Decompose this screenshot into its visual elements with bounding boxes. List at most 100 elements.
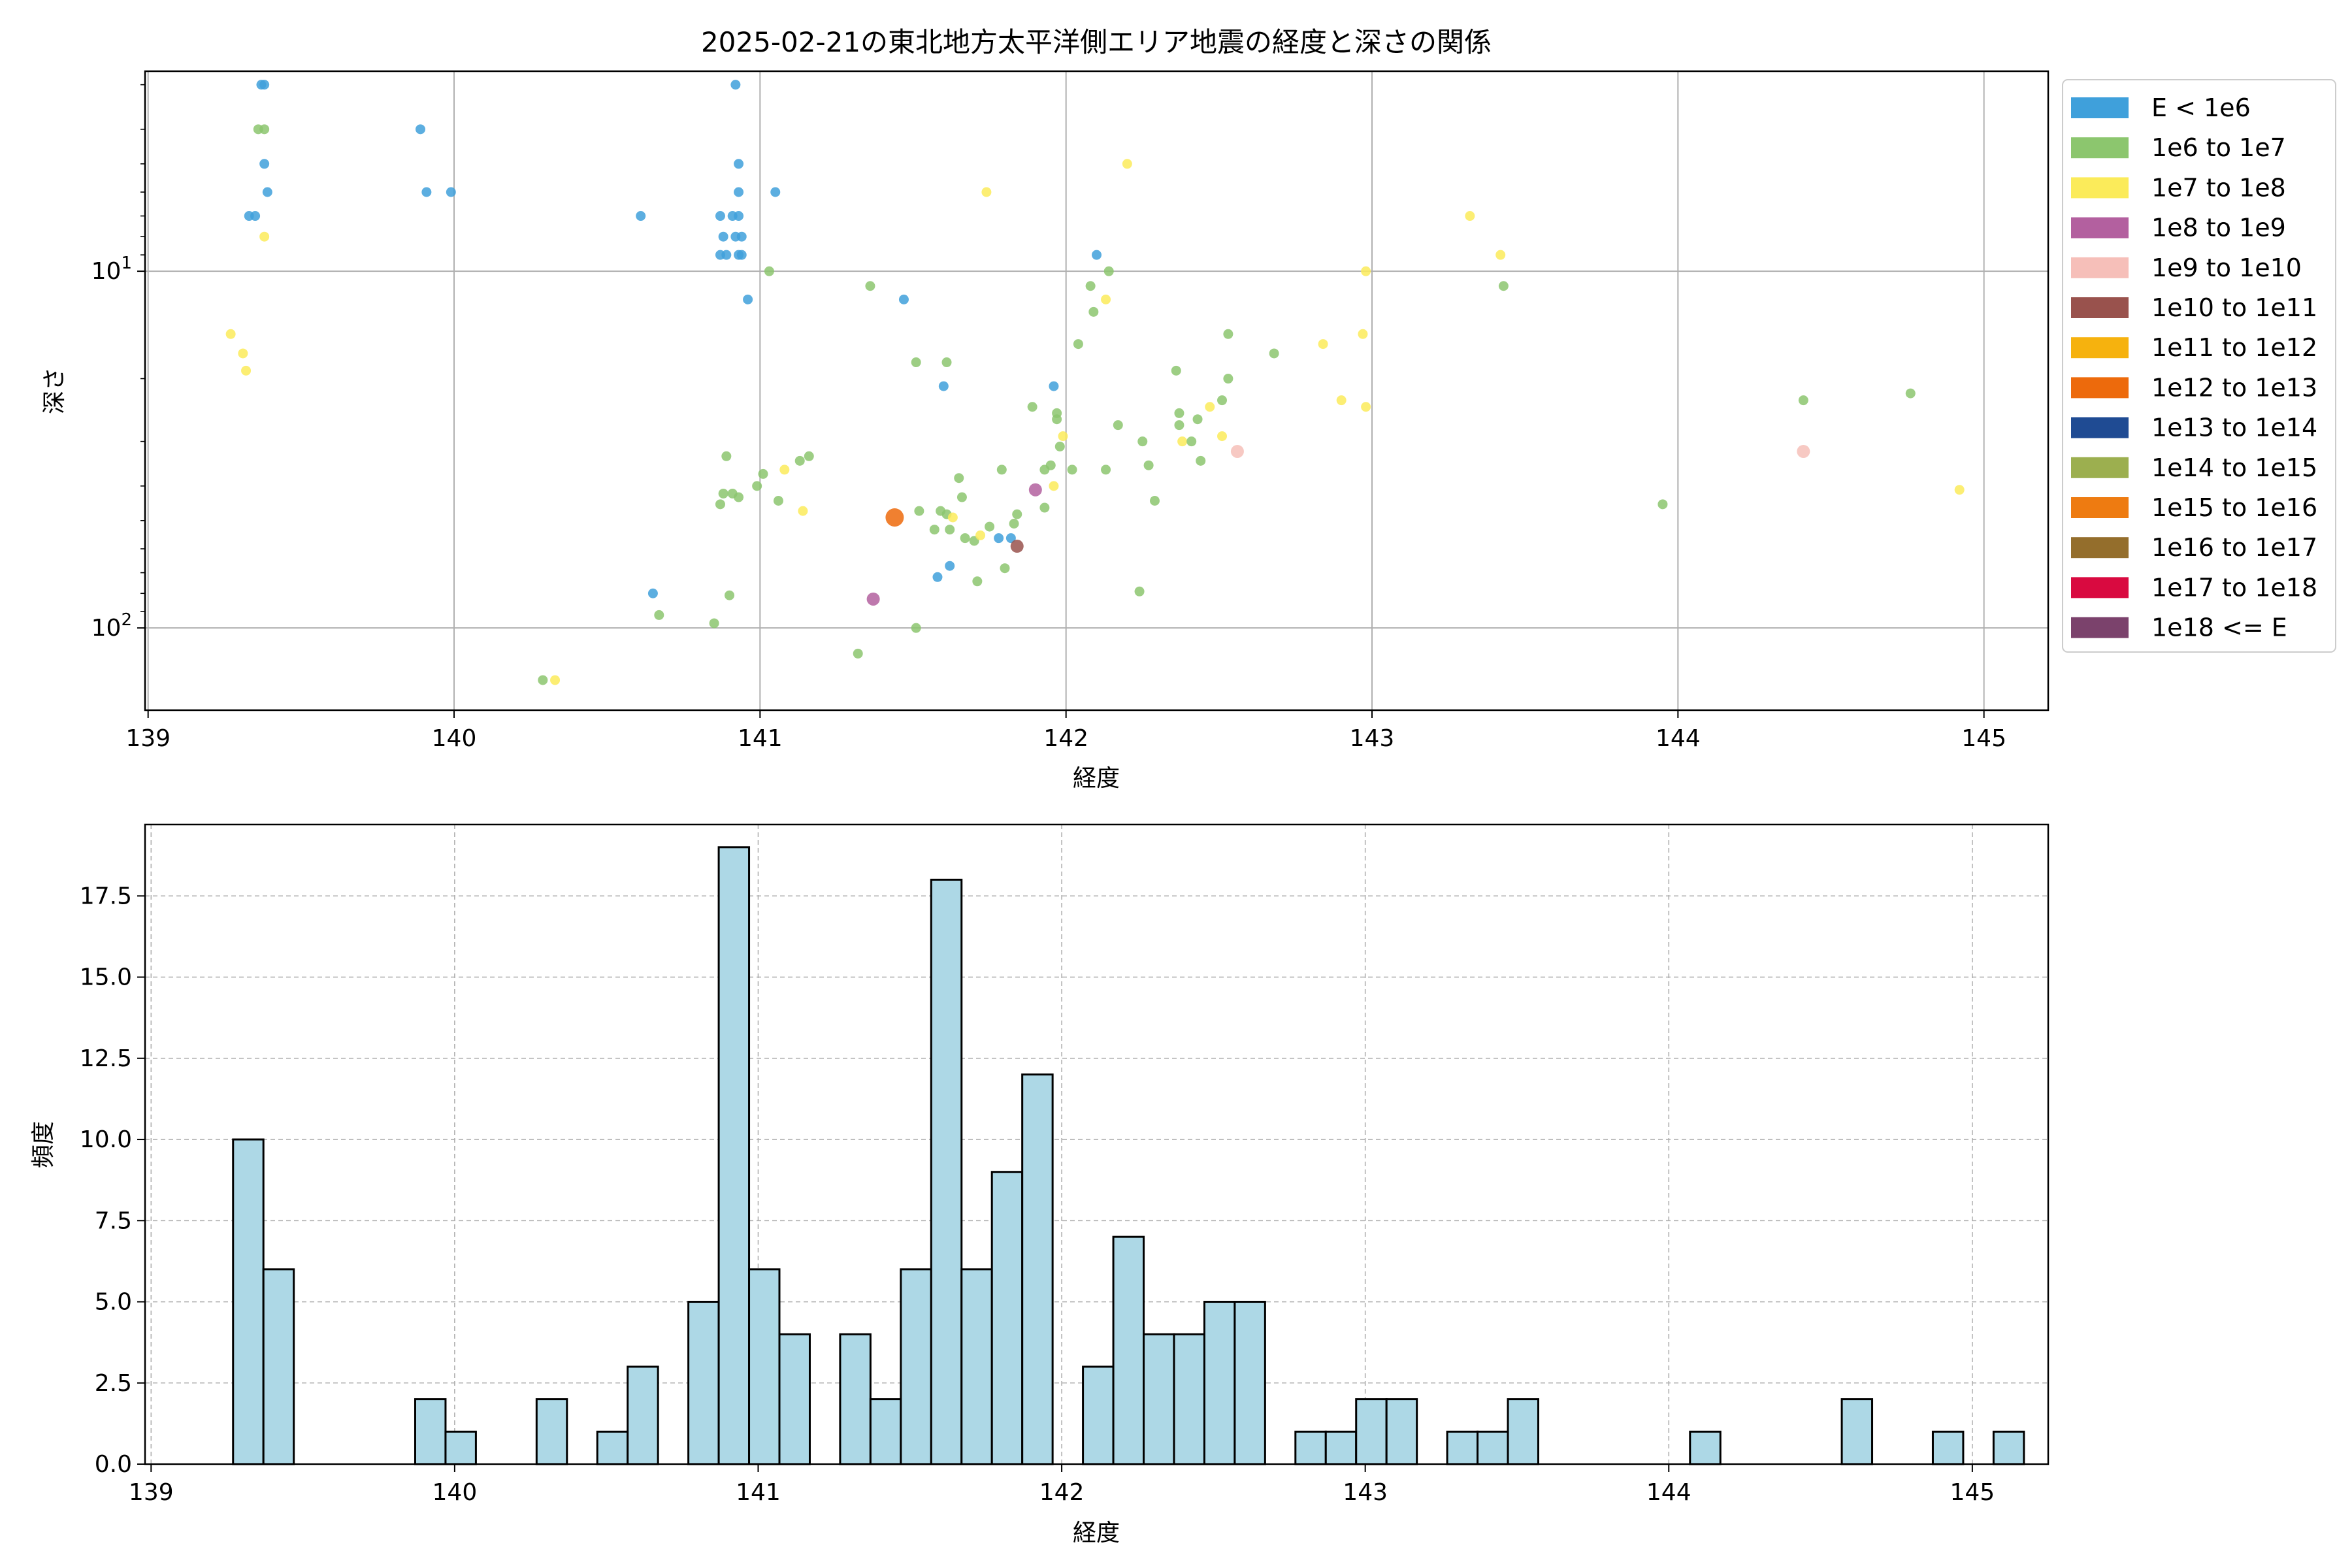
- scatter-point: [736, 231, 747, 242]
- scatter-x-tick-label: 145: [1961, 725, 2006, 752]
- legend-label: 1e15 to 1e16: [2151, 493, 2317, 522]
- histogram-bar: [1840, 1398, 1874, 1465]
- histogram-bar: [717, 846, 751, 1465]
- histogram-bar: [1021, 1073, 1054, 1465]
- scatter-point: [1498, 281, 1509, 291]
- histogram-bar: [1507, 1398, 1539, 1465]
- scatter-grid: [145, 71, 2048, 710]
- histogram-y-tick-label: 2.5: [95, 1370, 132, 1397]
- scatter-point: [1192, 414, 1203, 425]
- legend-label: 1e16 to 1e17: [2151, 533, 2317, 562]
- scatter-point: [1101, 465, 1111, 475]
- scatter-point: [1217, 431, 1228, 442]
- scatter-point: [1954, 485, 1965, 495]
- scatter-x-tick-label: 139: [125, 725, 171, 752]
- legend-swatch: [2071, 257, 2129, 278]
- scatter-point: [1174, 420, 1184, 431]
- histogram-x-tick-label: 144: [1646, 1479, 1691, 1506]
- scatter-point: [1005, 533, 1016, 544]
- histogram-bar: [1477, 1430, 1509, 1465]
- scatter-point: [721, 451, 732, 461]
- legend-swatch: [2071, 217, 2129, 238]
- scatter-point: [1361, 402, 1371, 412]
- legend-swatch: [2071, 497, 2129, 518]
- histogram-bar: [444, 1430, 477, 1465]
- scatter-point: [1905, 388, 1916, 399]
- scatter-points: [225, 80, 1965, 685]
- scatter-point: [654, 610, 664, 620]
- legend-label: E < 1e6: [2151, 93, 2251, 122]
- scatter-point: [636, 211, 646, 221]
- scatter-point: [1073, 339, 1083, 350]
- legend-label: 1e18 <= E: [2151, 613, 2287, 642]
- legend-label: 1e14 to 1e15: [2151, 453, 2317, 482]
- scatter-point: [1052, 408, 1062, 418]
- scatter-point: [1318, 339, 1328, 350]
- scatter-point: [1465, 211, 1475, 221]
- legend-label: 1e7 to 1e8: [2151, 173, 2286, 202]
- histogram-x-ticks: 139 140 141 142 143 144 145: [129, 1464, 1995, 1506]
- scatter-point: [1217, 395, 1228, 406]
- legend-label: 1e13 to 1e14: [2151, 414, 2317, 442]
- scatter-point: [932, 572, 943, 582]
- histogram-x-tick-label: 140: [433, 1479, 478, 1506]
- scatter-point: [1010, 540, 1024, 553]
- scatter-point: [1149, 495, 1160, 506]
- scatter-point: [773, 495, 783, 506]
- scatter-point: [938, 381, 949, 391]
- scatter-point: [914, 506, 924, 516]
- scatter-point: [1177, 436, 1188, 447]
- scatter-title: 2025-02-21の東北地方太平洋側エリア地震の経度と深さの関係: [701, 26, 1492, 58]
- scatter-point: [764, 266, 774, 276]
- histogram-x-tick-label: 141: [736, 1479, 781, 1506]
- scatter-point: [715, 211, 725, 221]
- histogram-x-tick-label: 145: [1950, 1479, 1995, 1506]
- legend-swatch: [2071, 177, 2129, 199]
- scatter-point: [730, 80, 741, 90]
- histogram-x-tick-label: 143: [1343, 1479, 1388, 1506]
- scatter-point: [1361, 266, 1371, 276]
- scatter-point: [941, 357, 952, 368]
- histogram-bar: [627, 1365, 659, 1465]
- scatter-point: [1186, 436, 1197, 447]
- scatter-point: [996, 465, 1007, 475]
- scatter-point: [709, 618, 719, 629]
- scatter-point: [865, 281, 875, 291]
- scatter-point: [1058, 431, 1068, 442]
- legend-swatch: [2071, 537, 2129, 559]
- scatter-x-label: 経度: [1073, 765, 1120, 792]
- scatter-point: [994, 533, 1004, 544]
- scatter-x-tick-label: 144: [1656, 725, 1701, 752]
- histogram-bar: [262, 1268, 295, 1465]
- histogram-y-tick-label: 0.0: [95, 1451, 132, 1478]
- scatter-point: [718, 488, 728, 498]
- scatter-point: [1113, 420, 1123, 431]
- histogram-bar: [232, 1138, 265, 1465]
- legend-swatch: [2071, 377, 2129, 399]
- scatter-point: [758, 468, 768, 479]
- histogram-bar: [414, 1398, 447, 1465]
- histogram-x-label: 経度: [1073, 1520, 1120, 1546]
- scatter-point: [241, 365, 252, 376]
- scatter-point: [1797, 444, 1810, 458]
- histogram-bar: [1446, 1430, 1479, 1465]
- scatter-point: [647, 588, 658, 598]
- histogram-frame: [144, 823, 2050, 1465]
- scatter-point: [779, 465, 790, 475]
- histogram-bar: [990, 1171, 1024, 1465]
- scatter-point: [960, 533, 970, 544]
- histogram-bar: [960, 1268, 993, 1465]
- histogram-bar: [1112, 1235, 1145, 1465]
- scatter-point: [1798, 395, 1808, 406]
- scatter-frame: [144, 70, 2050, 711]
- histogram-bar: [748, 1268, 781, 1465]
- scatter-point: [929, 525, 939, 535]
- scatter-point: [1122, 159, 1132, 169]
- scatter-point: [743, 294, 753, 304]
- scatter-point: [1171, 365, 1181, 376]
- scatter-point: [446, 187, 456, 197]
- scatter-point: [1336, 395, 1347, 406]
- scatter-point: [972, 576, 983, 587]
